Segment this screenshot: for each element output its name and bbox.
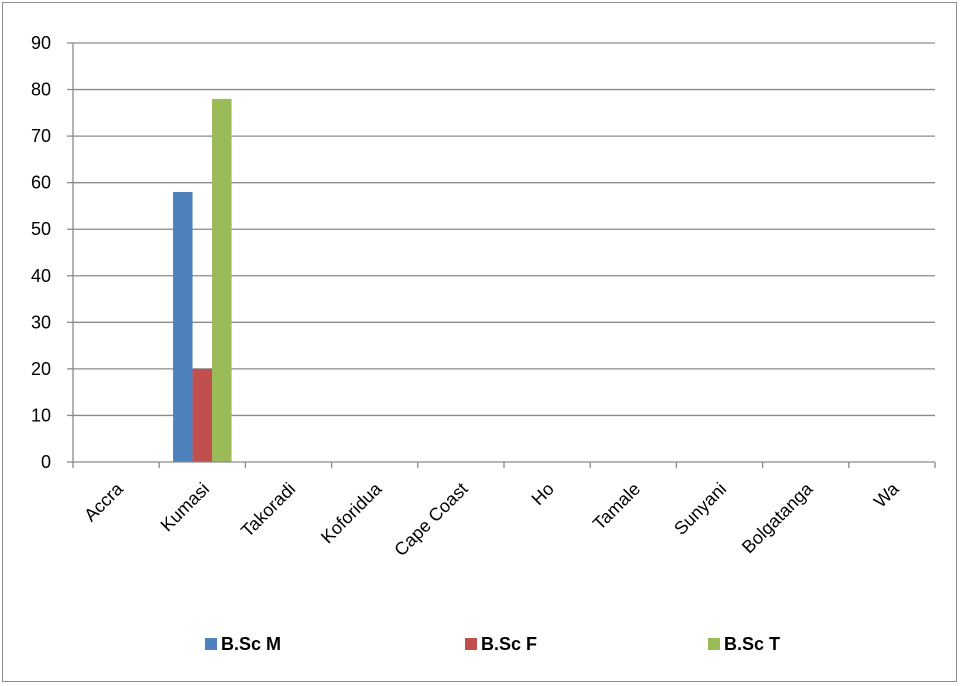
y-tick-label: 50 (31, 219, 51, 239)
legend-label: B.Sc T (724, 634, 780, 654)
legend-swatch (205, 638, 217, 650)
legend-swatch (708, 638, 720, 650)
legend-label: B.Sc F (481, 634, 537, 654)
bar-kumasi-b-sc-t (212, 98, 232, 462)
y-tick-label: 90 (31, 33, 51, 53)
legend: B.Sc M B.Sc F B.Sc T (205, 634, 780, 654)
x-category-label: Bolgatanga (738, 478, 817, 557)
x-category-label: Takoradi (237, 479, 299, 541)
legend-swatch (465, 638, 477, 650)
y-tick-label: 40 (31, 266, 51, 286)
x-category-label: Wa (870, 478, 903, 511)
y-tick-label: 20 (31, 359, 51, 379)
y-tick-label: 10 (31, 405, 51, 425)
x-category-label: Cape Coast (390, 479, 471, 560)
x-category-label: Koforidua (317, 478, 386, 547)
x-category-label: Kumasi (157, 479, 214, 536)
x-category-label: Tamale (589, 479, 644, 534)
legend-label: B.Sc M (221, 634, 281, 654)
y-tick-label: 0 (41, 452, 51, 472)
x-category-label: Ho (528, 479, 558, 509)
y-tick-label: 30 (31, 312, 51, 332)
bars (173, 98, 232, 462)
x-category-label: Sunyani (670, 479, 730, 539)
y-tick-label: 70 (31, 126, 51, 146)
axes: 0 10 20 30 40 50 60 70 80 90 Accra Kumasi Takoradi Ko… (31, 33, 936, 560)
x-category-label: Accra (80, 478, 127, 525)
gridlines (73, 42, 935, 417)
bar-kumasi-b-sc-m (173, 191, 193, 462)
bar-kumasi-b-sc-f (192, 368, 213, 462)
y-tick-label: 80 (31, 80, 51, 100)
y-tick-label: 60 (31, 173, 51, 193)
